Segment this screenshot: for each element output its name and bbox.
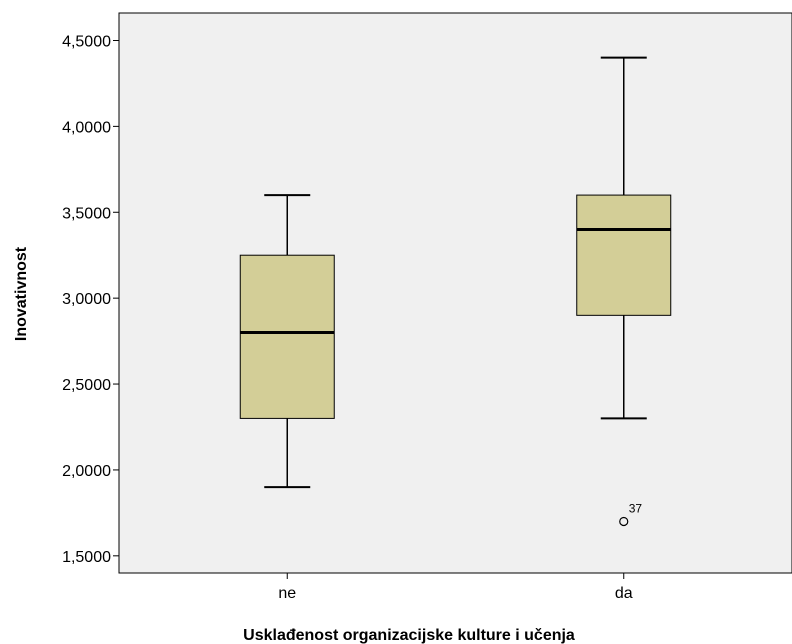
x-tick-label: ne: [278, 585, 296, 602]
y-tick-label: 3,0000: [62, 291, 111, 308]
box-ne: [239, 194, 335, 489]
y-tick-label: 1,5000: [62, 549, 111, 566]
x-axis-title: Usklađenost organizacijske kulture i uče…: [243, 627, 575, 644]
y-tick-label: 2,0000: [62, 463, 111, 480]
y-axis: 1,5000 2,0000 2,5000 3,0000 3,5000 4,0000 4,50…: [62, 33, 119, 566]
y-tick-label: 2,5000: [62, 377, 111, 394]
iqr-box: [239, 254, 335, 419]
outlier-label: 37: [629, 501, 643, 515]
x-axis: ne da: [278, 573, 633, 602]
plot-area: [118, 12, 792, 574]
y-tick-label: 3,5000: [62, 205, 111, 222]
outlier-point: [619, 516, 629, 527]
box-da: 37: [576, 56, 672, 527]
y-axis-title: Inovativnost: [13, 246, 30, 341]
x-tick-label: da: [615, 585, 633, 602]
y-tick-label: 4,0000: [62, 119, 111, 136]
y-tick-label: 4,5000: [62, 33, 111, 50]
box-group: 37: [239, 56, 672, 527]
iqr-box: [576, 194, 672, 316]
